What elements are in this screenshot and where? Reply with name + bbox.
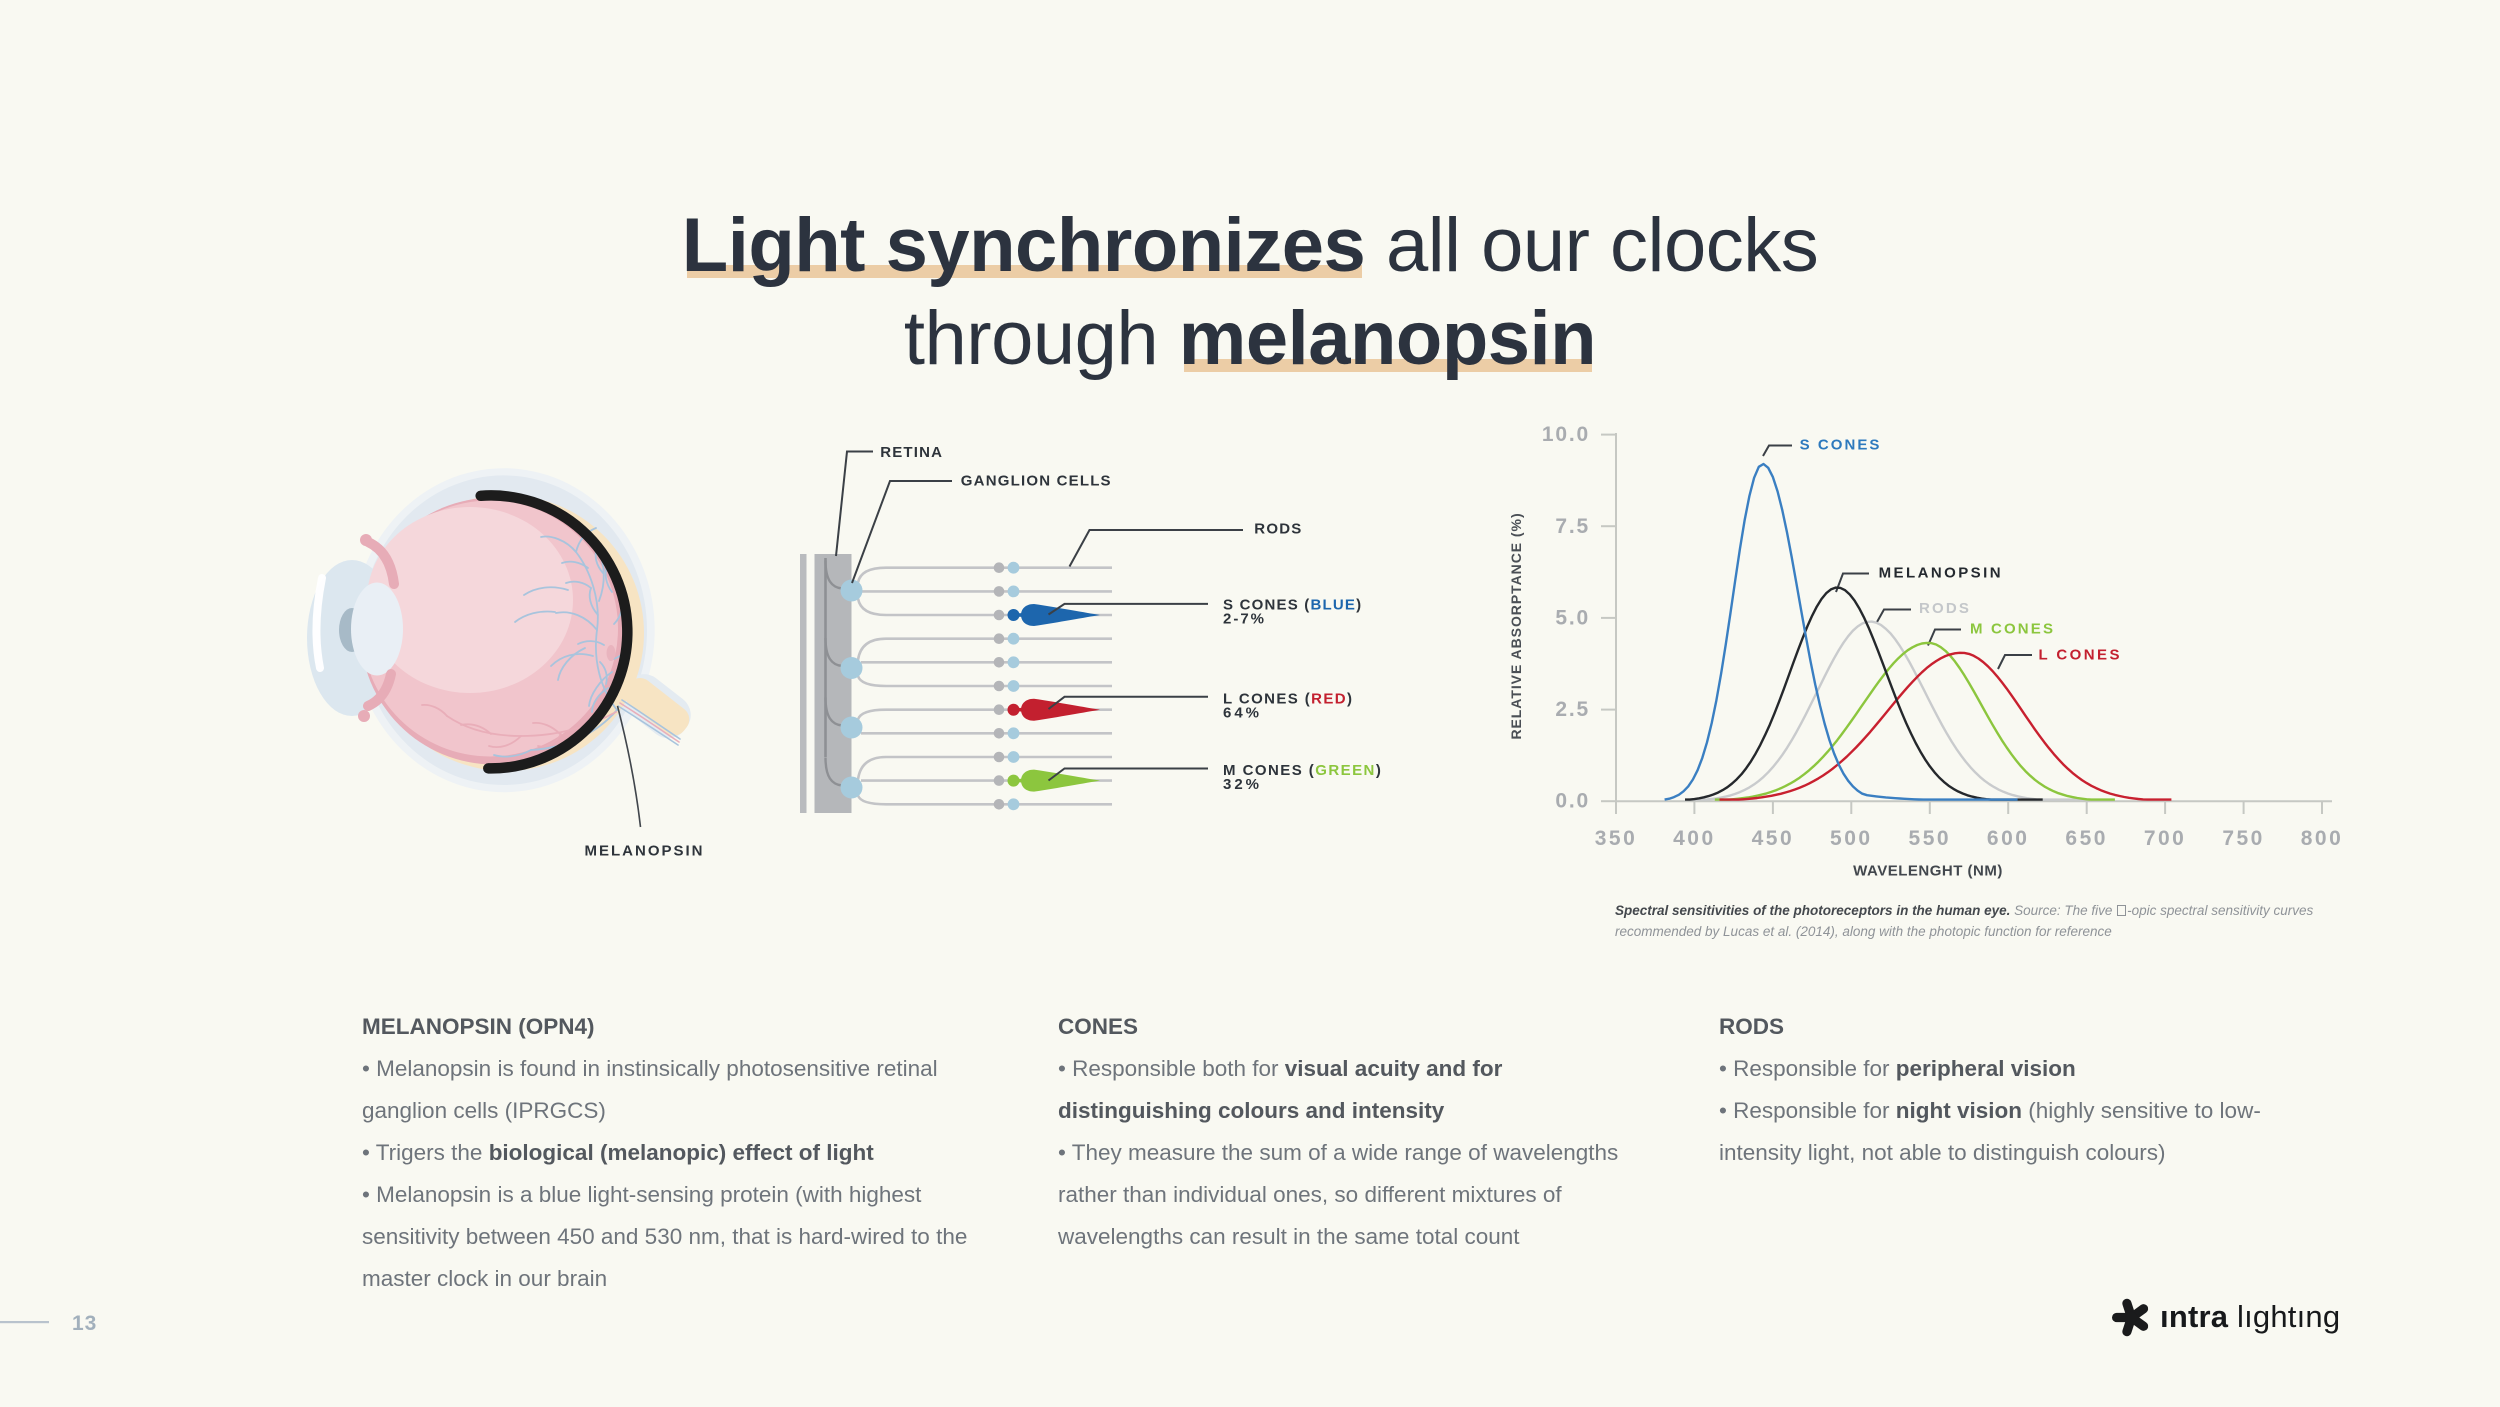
svg-text:RELATIVE ABSORPTANCE (%): RELATIVE ABSORPTANCE (%) [1508, 512, 1524, 739]
svg-text:500: 500 [1830, 827, 1873, 850]
svg-text:M CONES (GREEN): M CONES (GREEN) [1223, 762, 1382, 779]
svg-text:RETINA: RETINA [880, 444, 943, 461]
svg-text:32%: 32% [1223, 776, 1262, 793]
svg-text:MELANOPSIN: MELANOPSIN [585, 843, 705, 860]
svg-text:L CONES: L CONES [2039, 647, 2122, 664]
svg-text:550: 550 [1909, 827, 1952, 850]
svg-text:800: 800 [2301, 827, 2344, 850]
svg-text:M CONES: M CONES [1970, 621, 2055, 638]
svg-text:RODS: RODS [1254, 521, 1302, 538]
svg-text:S CONES: S CONES [1800, 437, 1882, 454]
svg-text:750: 750 [2222, 827, 2265, 850]
svg-text:450: 450 [1752, 827, 1795, 850]
svg-text:7.5: 7.5 [1555, 515, 1590, 538]
svg-text:GANGLION CELLS: GANGLION CELLS [961, 473, 1112, 490]
svg-text:2-7%: 2-7% [1223, 611, 1266, 628]
svg-text:10.0: 10.0 [1542, 423, 1590, 446]
svg-text:64%: 64% [1223, 705, 1262, 722]
svg-text:600: 600 [1987, 827, 2030, 850]
svg-text:L CONES (RED): L CONES (RED) [1223, 691, 1353, 708]
svg-text:650: 650 [2065, 827, 2108, 850]
svg-text:2.5: 2.5 [1555, 698, 1590, 721]
svg-text:WAVELENGHT (NM): WAVELENGHT (NM) [1853, 863, 2003, 880]
svg-text:MELANOPSIN: MELANOPSIN [1879, 565, 2003, 582]
svg-text:350: 350 [1595, 827, 1638, 850]
svg-text:5.0: 5.0 [1555, 606, 1590, 629]
svg-text:700: 700 [2144, 827, 2187, 850]
svg-text:400: 400 [1673, 827, 1716, 850]
svg-text:0.0: 0.0 [1555, 790, 1590, 813]
svg-text:S CONES (BLUE): S CONES (BLUE) [1223, 597, 1362, 614]
svg-text:RODS: RODS [1919, 600, 1971, 617]
